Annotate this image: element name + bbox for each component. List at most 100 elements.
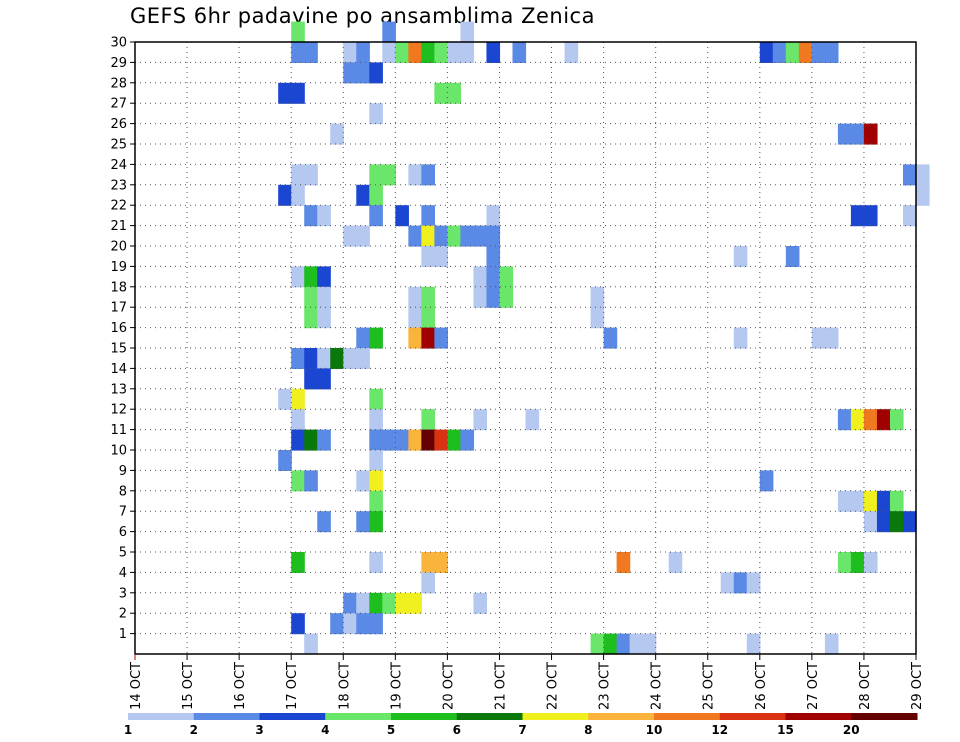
y-tick-label: 28 [110, 76, 127, 91]
heatmap-cell [850, 552, 865, 573]
axes: 1234567891011121314151617181920212223242… [110, 36, 925, 710]
heatmap-cell [382, 42, 396, 63]
x-tick-label: 21 OCT [493, 662, 508, 710]
heatmap-cell [369, 327, 383, 349]
heatmap-cell [486, 225, 501, 247]
colorbar-label: 10 [646, 723, 663, 737]
heatmap-cell [447, 225, 462, 247]
colorbar-label: 7 [518, 723, 526, 737]
heatmap-cell [798, 42, 813, 63]
y-tick-label: 2 [119, 607, 127, 622]
heatmap-cell [291, 552, 305, 573]
colorbar-swatch [785, 713, 852, 720]
heatmap-cell [317, 205, 331, 227]
heatmap-cell [304, 286, 318, 308]
heatmap-cells [278, 21, 930, 655]
heatmap-cell [369, 184, 383, 206]
colorbar-swatch [391, 713, 458, 720]
heatmap-cell [486, 246, 501, 267]
heatmap-cell [434, 246, 448, 267]
heatmap-cell [330, 348, 344, 369]
y-tick-label: 8 [119, 484, 127, 499]
colorbar-swatch [259, 713, 326, 720]
heatmap-cell [395, 592, 409, 614]
colorbar-swatch [851, 713, 918, 720]
heatmap-cell [460, 21, 475, 43]
heatmap-cell [590, 286, 605, 308]
x-tick-label: 18 OCT [337, 662, 352, 710]
heatmap-cell [278, 184, 292, 206]
heatmap-cell [343, 62, 357, 84]
heatmap-cell [369, 470, 383, 492]
heatmap-cell [421, 225, 435, 247]
heatmap-cell [746, 633, 761, 655]
heatmap-cell [317, 266, 331, 288]
heatmap-cell [616, 552, 631, 573]
x-tick-label: 16 OCT [233, 662, 248, 710]
heatmap-cell [473, 266, 488, 288]
heatmap-cell [811, 42, 826, 63]
heatmap-cell [408, 592, 422, 614]
heatmap-cell [291, 470, 305, 492]
heatmap-cell [863, 490, 878, 512]
heatmap-cell [369, 388, 383, 410]
colorbar-label: 4 [321, 723, 329, 737]
heatmap-cell [343, 613, 357, 635]
x-tick-label: 14 OCT [129, 662, 144, 710]
colorbar-swatch [325, 713, 392, 720]
heatmap-cell [356, 62, 370, 84]
chart-title: GEFS 6hr padavine po ansamblima Zenica [130, 4, 595, 28]
heatmap-cell [473, 592, 488, 614]
heatmap-cell [408, 164, 422, 186]
heatmap-cell [811, 327, 826, 349]
heatmap-cell [434, 327, 448, 349]
heatmap-cell [733, 572, 748, 594]
heatmap-cell [590, 633, 605, 655]
heatmap-cell [291, 348, 305, 369]
heatmap-cell [824, 633, 839, 655]
heatmap-cell [356, 511, 370, 533]
heatmap-cell [486, 286, 501, 308]
colorbar-swatch [654, 713, 721, 720]
heatmap-cell [434, 82, 448, 104]
heatmap-cell [278, 388, 292, 410]
heatmap-cell [317, 348, 331, 369]
heatmap-cell [421, 246, 435, 267]
y-tick-label: 22 [110, 199, 127, 214]
heatmap-cell [369, 409, 383, 431]
colorbar-label: 12 [711, 723, 728, 737]
x-tick-label: 17 OCT [285, 662, 300, 710]
heatmap-cell [421, 164, 435, 186]
heatmap-cell [343, 348, 357, 369]
heatmap-cell [434, 429, 448, 451]
heatmap-cell [408, 307, 422, 329]
colorbar-label: 15 [777, 723, 794, 737]
heatmap-cell [902, 511, 917, 533]
x-tick-label: 15 OCT [181, 662, 196, 710]
heatmap-cell [512, 42, 527, 63]
heatmap-cell [434, 42, 448, 63]
heatmap-cell [824, 42, 839, 63]
heatmap-cell [408, 429, 422, 451]
heatmap-cell [291, 429, 305, 451]
heatmap-cell [382, 21, 396, 43]
heatmap-cell [395, 429, 409, 451]
colorbar-label: 20 [843, 723, 860, 737]
x-tick-label: 23 OCT [598, 662, 613, 710]
x-tick-label: 25 OCT [702, 662, 717, 710]
y-tick-label: 4 [119, 566, 127, 581]
heatmap-cell [876, 409, 891, 431]
heatmap-cell [304, 348, 318, 369]
heatmap-cell [863, 552, 878, 573]
y-tick-label: 17 [110, 301, 127, 316]
colorbar-swatch [128, 713, 195, 720]
heatmap-cell [291, 82, 305, 104]
y-tick-label: 20 [110, 240, 127, 255]
heatmap-cell [421, 42, 435, 63]
heatmap-cell [304, 164, 318, 186]
y-tick-label: 7 [119, 505, 127, 520]
heatmap-cell [863, 205, 878, 227]
heatmap-cell [837, 490, 852, 512]
heatmap-cell [447, 42, 462, 63]
heatmap-cell [772, 42, 787, 63]
